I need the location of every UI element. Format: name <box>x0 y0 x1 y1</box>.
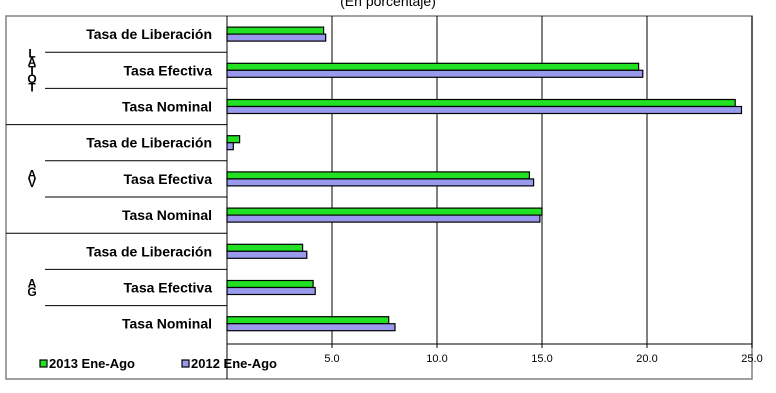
bar <box>226 243 304 252</box>
bar <box>226 316 390 325</box>
group-label-letter: O <box>27 72 36 86</box>
x-tick-label: 15.0 <box>531 353 552 365</box>
category-label: Tasa Efectiva <box>124 62 213 78</box>
bar <box>226 69 644 78</box>
group-label-letter: T <box>28 63 36 77</box>
bar <box>226 98 736 108</box>
bar <box>226 171 530 180</box>
legend-label: 2013 Ene-Ago <box>49 356 135 371</box>
bar <box>226 214 541 223</box>
group-label-letter: G <box>27 285 36 299</box>
bar <box>226 323 396 332</box>
category-label: Tasa Efectiva <box>124 171 213 187</box>
bars <box>226 26 743 332</box>
x-tick-label: 10.0 <box>426 353 447 365</box>
x-tick-label: 25.0 <box>741 353 762 365</box>
group-label-letter: A <box>28 55 37 69</box>
category-label: Tasa Efectiva <box>124 280 213 296</box>
category-label: Tasa de Liberación <box>86 243 212 259</box>
bar <box>226 33 327 42</box>
bar <box>226 105 743 115</box>
legend-swatch <box>181 359 190 368</box>
bar <box>226 142 234 151</box>
bar <box>226 62 640 71</box>
bar <box>226 207 543 216</box>
category-label: Tasa de Liberación <box>86 135 212 151</box>
category-label: Tasa Nominal <box>122 99 212 115</box>
x-tick-label: 5.0 <box>324 353 339 365</box>
bar <box>226 135 241 144</box>
chart-subtitle: (En porcentaje) <box>340 0 436 9</box>
bar <box>226 279 314 289</box>
bar <box>226 286 316 296</box>
bar <box>226 26 325 35</box>
group-label-letter: L <box>28 46 35 60</box>
bar <box>226 250 308 259</box>
group-label-letter: A <box>28 168 37 182</box>
group-label-letter: T <box>28 80 36 94</box>
legend-swatch <box>39 359 48 368</box>
bar <box>226 178 535 187</box>
x-axis: 5.0 10.0 15.0 20.0 25.0 <box>226 16 763 379</box>
category-label: Tasa Nominal <box>122 316 212 332</box>
category-label: Tasa Nominal <box>122 207 212 223</box>
x-tick-label: 20.0 <box>636 353 657 365</box>
group-label-letter: A <box>28 276 37 290</box>
legend-label: 2012 Ene-Ago <box>191 356 277 371</box>
group-label-letter: V <box>28 176 36 190</box>
legend: 2013 Ene-Ago 2012 Ene-Ago <box>39 356 277 371</box>
category-label: Tasa de Liberación <box>86 26 212 42</box>
